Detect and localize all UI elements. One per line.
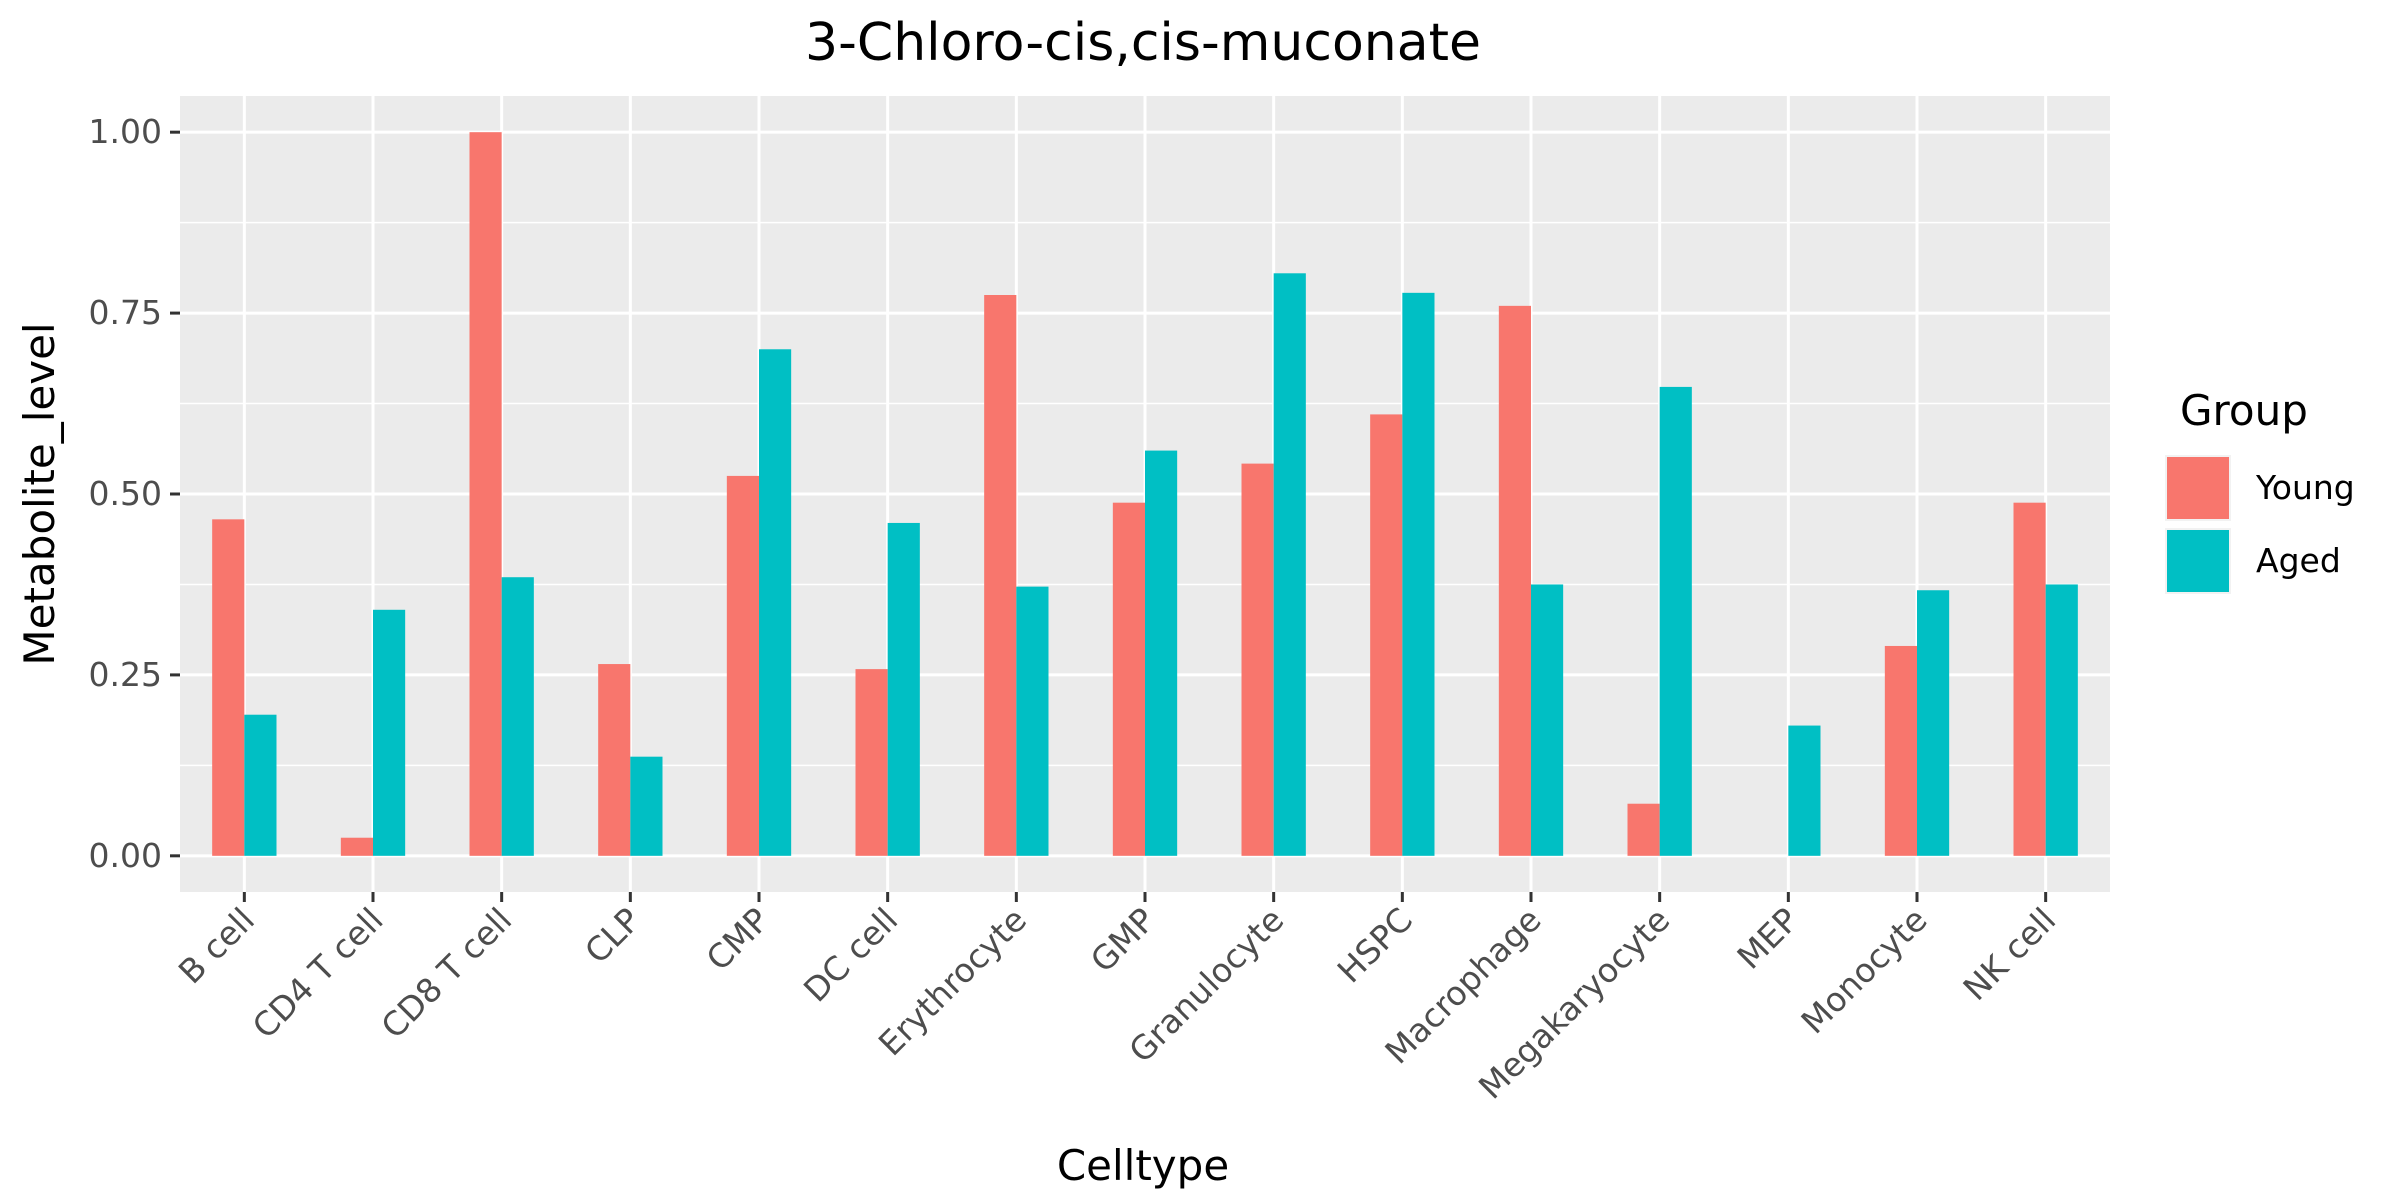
x-tick-label: CD8 T cell <box>373 900 519 1046</box>
x-tick-label: GMP <box>1083 900 1163 980</box>
x-tick-label: MEP <box>1729 900 1806 977</box>
chart-title: 3-Chloro-cis,cis-muconate <box>805 13 1481 73</box>
bar-aged <box>2045 584 2078 856</box>
bar-young <box>2013 502 2046 856</box>
bar-aged <box>373 609 406 856</box>
y-axis-title: Metabolite_level <box>15 322 64 665</box>
bar-aged <box>1917 590 1950 856</box>
bar-young <box>1627 803 1660 856</box>
bar-young <box>598 664 631 856</box>
bar-aged <box>244 714 277 856</box>
bar-young <box>1112 502 1145 856</box>
legend-key-young <box>2167 457 2229 519</box>
legend-label-aged: Aged <box>2256 541 2341 580</box>
x-axis-title: Celltype <box>1057 1141 1229 1190</box>
bar-young <box>984 295 1017 856</box>
x-tick-label: CLP <box>577 900 648 971</box>
x-tick-label: NK cell <box>1955 900 2063 1008</box>
legend-key-aged <box>2167 530 2229 592</box>
bar-young <box>1884 645 1917 856</box>
bars <box>212 132 2078 856</box>
bar-young <box>726 475 759 856</box>
x-tick-label: HSPC <box>1330 900 1420 990</box>
y-tick-label: 0.25 <box>89 655 162 694</box>
bar-young <box>855 669 888 856</box>
legend-label-young: Young <box>2255 468 2355 507</box>
x-tick-label: B cell <box>171 900 262 991</box>
x-tick-label: CD4 T cell <box>245 900 391 1046</box>
x-tick-label: CMP <box>699 900 777 978</box>
legend-title: Group <box>2180 386 2308 435</box>
bar-aged <box>759 349 792 856</box>
bar-aged <box>1788 725 1821 856</box>
bar-aged <box>1402 292 1435 856</box>
bar-aged <box>887 522 920 856</box>
bar-young <box>340 837 373 856</box>
y-tick-label: 0.75 <box>89 293 162 332</box>
bar-aged <box>1659 386 1692 856</box>
bar-aged <box>630 756 663 856</box>
bar-young <box>1370 414 1403 856</box>
bar-aged <box>1531 584 1564 856</box>
bar-young <box>212 519 245 856</box>
bar-aged <box>1273 273 1306 856</box>
bar-young <box>469 132 502 856</box>
y-tick-label: 0.50 <box>89 474 162 513</box>
y-tick-label: 1.00 <box>89 112 162 151</box>
x-tick-label: Monocyte <box>1793 900 1934 1041</box>
y-tick-label: 0.00 <box>89 836 162 875</box>
legend: Group Young Aged <box>2165 386 2355 594</box>
x-tick-label: DC cell <box>796 900 905 1009</box>
bar-aged <box>1145 450 1178 856</box>
bar-young <box>1498 305 1531 856</box>
bar-aged <box>501 577 534 856</box>
bar-young <box>1241 463 1274 856</box>
bar-aged <box>1016 586 1049 856</box>
